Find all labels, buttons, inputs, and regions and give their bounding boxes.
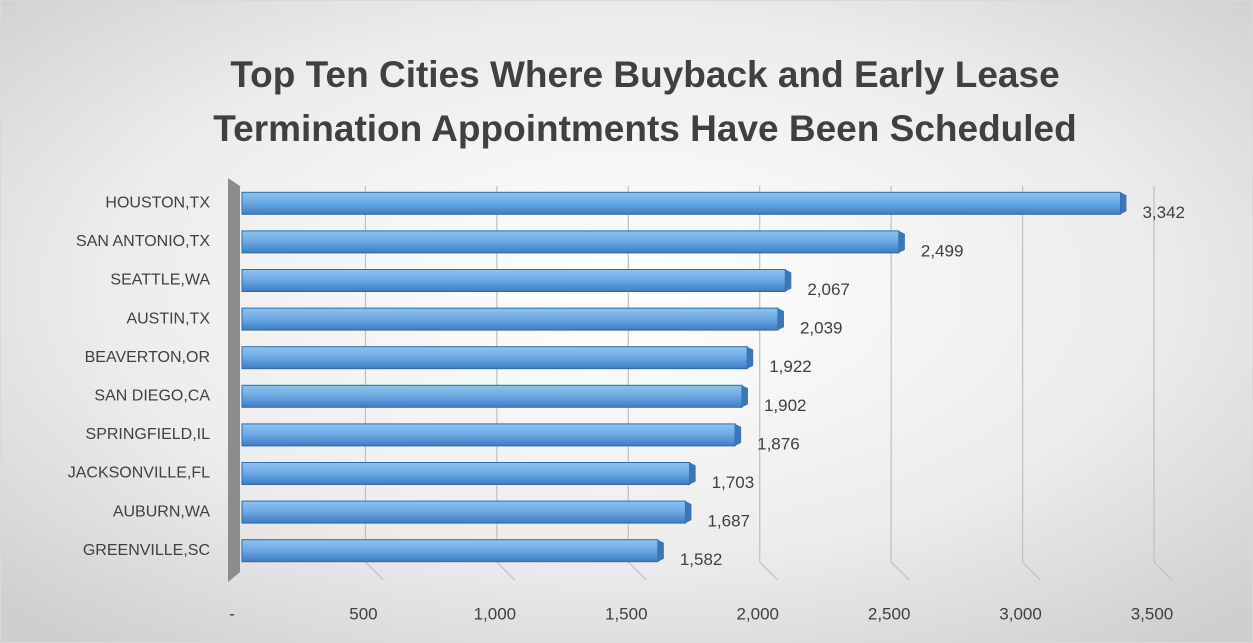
x-tick-label: 2,000 xyxy=(736,604,779,623)
side-wall xyxy=(228,178,240,582)
bar xyxy=(241,269,786,292)
bar xyxy=(241,462,691,485)
bar xyxy=(241,539,659,563)
bar xyxy=(241,191,1121,215)
y-tick-label: BEAVERTON,OR xyxy=(85,349,210,366)
y-tick-label: AUSTIN,TX xyxy=(126,310,210,327)
y-tick-label: JACKSONVILLE,FL xyxy=(68,465,210,482)
y-tick-label: SEATTLE,WA xyxy=(110,272,210,289)
x-tick-label: 3,500 xyxy=(1131,604,1174,623)
y-tick-label: HOUSTON,TX xyxy=(105,195,210,212)
bar-end xyxy=(741,385,748,408)
value-label: 1,687 xyxy=(707,512,750,531)
value-label: 1,876 xyxy=(757,434,800,453)
x-tick-label: 500 xyxy=(349,604,377,623)
x-tick-label: 2,500 xyxy=(868,604,911,623)
y-tick-label: AUBURN,WA xyxy=(113,503,211,520)
value-label: 1,703 xyxy=(712,473,755,492)
bar xyxy=(241,423,736,447)
value-label: 3,342 xyxy=(1142,203,1185,222)
bar xyxy=(241,307,779,331)
chart-title: Termination Appointments Have Been Sched… xyxy=(213,108,1076,149)
x-tick-label: - xyxy=(229,604,235,623)
y-tick-label: SAN ANTONIO,TX xyxy=(76,233,210,250)
bar xyxy=(241,230,900,254)
bar-end xyxy=(657,539,664,562)
x-tick-label: 1,000 xyxy=(474,604,517,623)
bar-end xyxy=(1120,192,1127,215)
grid-line xyxy=(890,186,910,581)
value-label: 1,582 xyxy=(680,550,723,569)
bar-end xyxy=(785,269,792,292)
bar-end xyxy=(689,462,696,485)
bar-end xyxy=(747,346,754,369)
value-label: 1,922 xyxy=(769,357,812,376)
x-tick-label: 3,000 xyxy=(999,604,1042,623)
value-label: 1,902 xyxy=(764,396,807,415)
x-tick-label: 1,500 xyxy=(605,604,648,623)
bar-end xyxy=(685,501,692,524)
bar xyxy=(241,346,748,370)
bar-end xyxy=(777,308,784,331)
value-label: 2,499 xyxy=(921,241,964,260)
y-tick-label: SAN DIEGO,CA xyxy=(94,388,210,405)
y-tick-label: GREENVILLE,SC xyxy=(83,542,210,559)
y-tick-label: SPRINGFIELD,IL xyxy=(86,426,211,443)
bar xyxy=(241,500,686,524)
chart-title: Top Ten Cities Where Buyback and Early L… xyxy=(230,54,1059,95)
bar xyxy=(241,384,743,408)
value-label: 2,039 xyxy=(800,319,843,338)
value-label: 2,067 xyxy=(807,280,850,299)
grid-line xyxy=(1153,186,1173,581)
bar-end xyxy=(735,423,742,446)
bar-end xyxy=(898,230,905,253)
grid-line xyxy=(1021,186,1041,581)
